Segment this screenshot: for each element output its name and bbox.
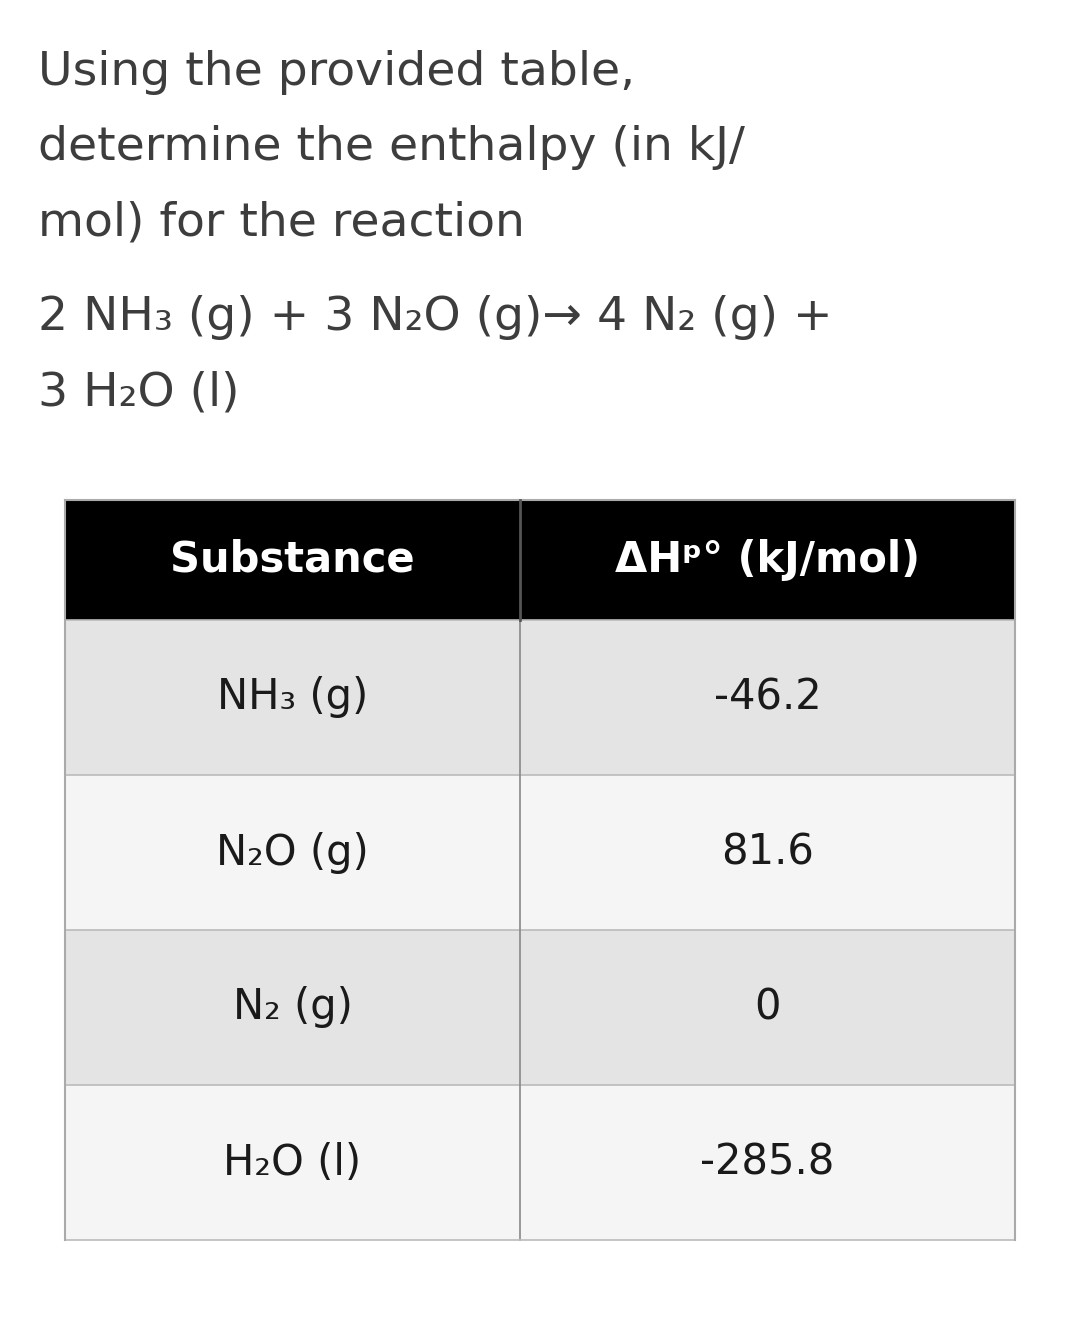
Text: ΔHᵖ° (kJ/mol): ΔHᵖ° (kJ/mol) bbox=[615, 539, 920, 581]
Text: 0: 0 bbox=[754, 986, 781, 1029]
Text: -285.8: -285.8 bbox=[700, 1141, 835, 1184]
Text: 81.6: 81.6 bbox=[721, 831, 814, 874]
Bar bbox=[65, 775, 1015, 930]
Bar bbox=[65, 500, 1015, 619]
Text: 2 NH₃ (g) + 3 N₂O (g)→ 4 N₂ (g) +: 2 NH₃ (g) + 3 N₂O (g)→ 4 N₂ (g) + bbox=[38, 294, 833, 340]
Text: mol) for the reaction: mol) for the reaction bbox=[38, 199, 525, 245]
Text: N₂ (g): N₂ (g) bbox=[232, 986, 352, 1029]
Bar bbox=[65, 619, 1015, 775]
Text: determine the enthalpy (in kJ/: determine the enthalpy (in kJ/ bbox=[38, 124, 745, 170]
Text: 3 H₂O (l): 3 H₂O (l) bbox=[38, 371, 240, 415]
Text: -46.2: -46.2 bbox=[714, 677, 821, 719]
Text: NH₃ (g): NH₃ (g) bbox=[217, 677, 368, 719]
Bar bbox=[65, 930, 1015, 1085]
Text: N₂O (g): N₂O (g) bbox=[216, 831, 369, 874]
Text: Substance: Substance bbox=[171, 539, 415, 581]
Bar bbox=[65, 1085, 1015, 1240]
Text: H₂O (l): H₂O (l) bbox=[224, 1141, 362, 1184]
Text: Using the provided table,: Using the provided table, bbox=[38, 50, 635, 95]
